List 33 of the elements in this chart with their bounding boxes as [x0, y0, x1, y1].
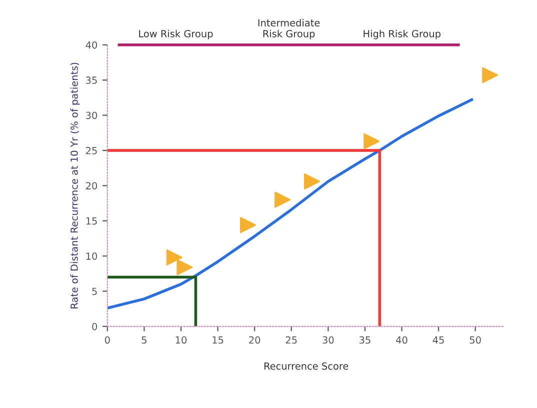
y-tick-label: 20: [86, 182, 98, 190]
x-tick-label: 50: [470, 336, 481, 344]
text: High Risk Group: [364, 30, 440, 40]
y-tick-label: 10: [86, 252, 98, 260]
y-tick-label: 15: [86, 217, 97, 225]
x-tick-label: 25: [286, 336, 297, 344]
y-axis-title: Rate of Distant Recurrence at 10 Yr (% of patients): [70, 62, 80, 308]
y-tick-label: 35: [86, 76, 97, 84]
point: [166, 249, 182, 266]
x-tick-label: 10: [176, 336, 187, 344]
text: Low Risk Group: [139, 30, 213, 40]
point: [304, 173, 320, 190]
x-tick-label: 40: [396, 336, 408, 344]
point: [482, 67, 498, 84]
point: [176, 259, 193, 276]
line-series: [107, 98, 474, 310]
x-tick-label: 20: [249, 336, 260, 344]
x-tick-label: 45: [432, 336, 444, 344]
x-tick-label: 35: [360, 336, 370, 344]
x-axis-title: Recurrence Score: [264, 362, 348, 370]
point: [240, 217, 256, 234]
y-tick-label: 30: [86, 112, 98, 120]
x-tick-label: 30: [322, 336, 334, 344]
y-tick-label: 40: [86, 41, 98, 49]
point: [364, 133, 380, 150]
y-tick-label: 25: [86, 146, 97, 154]
text: Intermediate Risk Group: [258, 18, 320, 40]
x-tick-label: 5: [142, 336, 146, 344]
x-tick-label: 0: [104, 336, 110, 344]
y-tick-label: 5: [92, 288, 97, 296]
x-tick-label: 15: [212, 336, 224, 344]
y-tick-label: 0: [92, 322, 98, 330]
point: [274, 192, 291, 208]
